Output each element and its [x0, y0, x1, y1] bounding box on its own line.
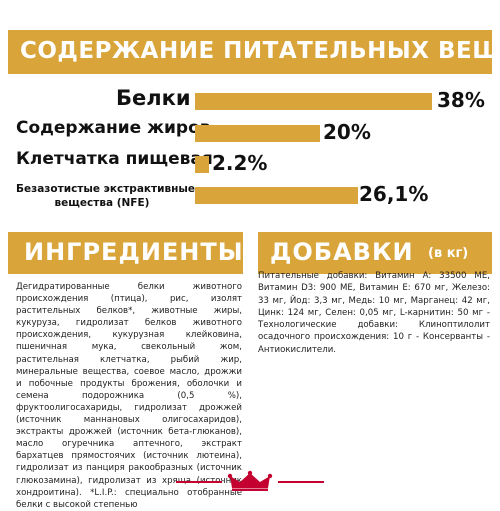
nutrient-label-fat: Содержание жиров — [16, 118, 211, 138]
nutrient-label-protein: Белки — [116, 86, 191, 110]
nutrient-bar-nfe — [195, 187, 358, 204]
nutrient-label-fiber: Клетчатка пищевая — [16, 149, 213, 169]
royal-canin-crown-icon — [227, 470, 273, 491]
nutrient-bar-protein — [195, 93, 432, 110]
nutrient-bar-fat — [195, 125, 320, 142]
nutrients-title: СОДЕРЖАНИЕ ПИТАТЕЛЬНЫХ ВЕЩЕСТВ — [20, 38, 492, 64]
ingredients-text: Дегидратированные белки животного происх… — [16, 282, 242, 510]
nutrient-label-nfe: Безазотистые экстрактивные вещества (NFE… — [16, 182, 195, 210]
nutrient-value-protein: 38% — [437, 88, 485, 112]
nutrient-value-fiber: 2.2% — [212, 151, 268, 175]
footer-line-right — [278, 481, 324, 483]
nutrient-bar-fiber — [195, 156, 209, 173]
nutrient-label-nfe-line2: вещества (NFE) — [54, 197, 150, 209]
additives-title: ДОБАВКИ — [270, 238, 414, 266]
footer-line-left — [176, 481, 222, 483]
additives-unit: (в кг) — [428, 246, 469, 261]
ingredients-title: ИНГРЕДИЕНТЫ — [24, 238, 243, 266]
additives-text: Питательные добавки: Витамин A: 33500 ME… — [258, 271, 490, 355]
nutrient-label-nfe-line1: Безазотистые экстрактивные — [16, 183, 195, 195]
ingredients-banner: ИНГРЕДИЕНТЫ — [8, 232, 243, 274]
nutrients-banner: СОДЕРЖАНИЕ ПИТАТЕЛЬНЫХ ВЕЩЕСТВ — [8, 30, 492, 74]
additives-banner: ДОБАВКИ (в кг) — [258, 232, 492, 274]
nutrient-value-fat: 20% — [323, 120, 371, 144]
nutrient-value-nfe: 26,1% — [359, 182, 429, 206]
